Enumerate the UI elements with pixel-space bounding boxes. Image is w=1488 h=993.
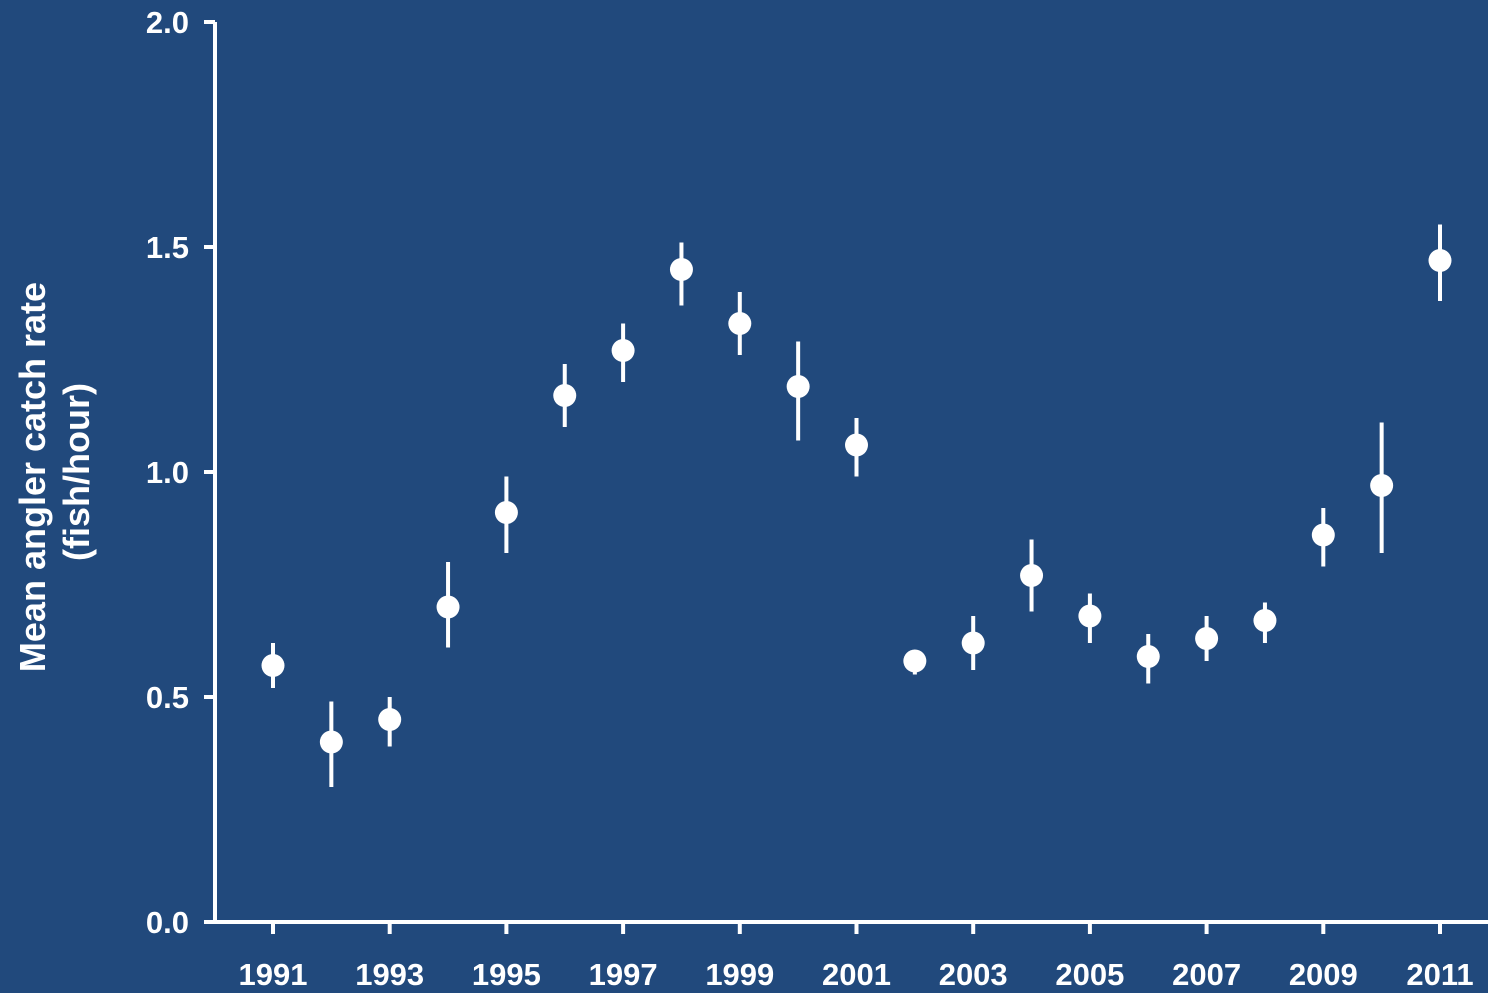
y-tick-label: 1.5 [146,230,189,265]
data-point [319,730,343,754]
x-tick-label: 1999 [705,957,774,992]
y-tick-label: 0.0 [146,905,189,940]
x-tick-label: 2009 [1289,957,1358,992]
data-point [553,384,577,407]
data-point [1078,604,1102,628]
tick-labels: 0.0 0.5 1.0 1.5 2.0 1991 1993 1995 1997 1999 2001 2… [146,5,1474,992]
data-point [961,631,985,655]
x-tick-label: 1991 [239,957,308,992]
x-tick-label: 1997 [589,957,658,992]
x-tick-label: 2011 [1406,957,1473,992]
axes [204,20,1488,934]
data-point [261,654,285,677]
x-tick-label: 1993 [355,957,424,992]
data-point [494,501,518,524]
data-point [669,258,693,281]
data-point [786,375,810,398]
x-tick-label: 2003 [939,957,1008,992]
y-tick-label: 2.0 [146,5,189,40]
data-points [261,249,1452,754]
data-point [1311,523,1335,547]
data-point [1428,249,1452,272]
data-point [903,649,927,673]
y-tick-label: 1.0 [146,455,189,490]
y-tick-label: 0.5 [146,680,189,715]
data-point [728,312,752,335]
x-tick-label: 2001 [822,957,891,992]
data-point [1195,627,1219,650]
data-point [1136,645,1160,668]
x-tick-label: 2005 [1055,957,1124,992]
data-point [378,708,402,731]
data-point [436,595,460,619]
data-point [845,433,868,457]
x-tick-label: 2007 [1172,957,1241,992]
y-axis-title: Mean angler catch rate (fish/hour) [12,272,97,672]
data-point [1253,609,1277,632]
y-axis-title-line-1: Mean angler catch rate [12,282,53,672]
data-point [1370,474,1394,497]
y-axis-title-line-2: (fish/hour) [56,383,97,561]
data-point [1020,564,1044,587]
data-point [611,339,635,362]
x-tick-label: 1995 [472,957,541,992]
